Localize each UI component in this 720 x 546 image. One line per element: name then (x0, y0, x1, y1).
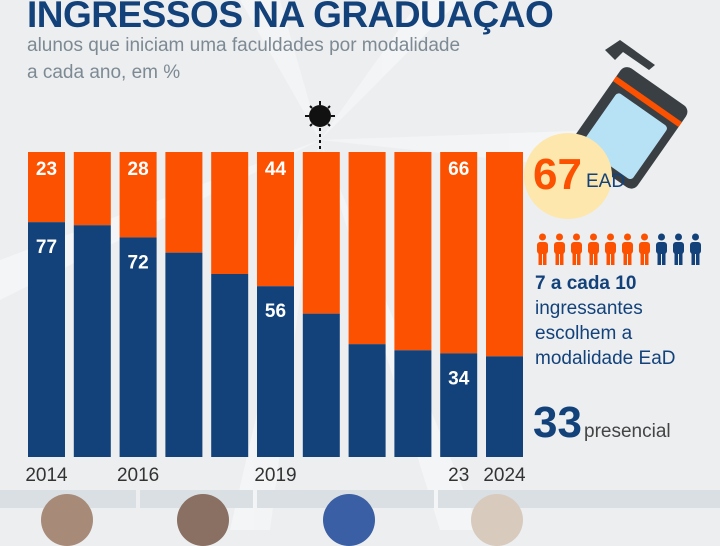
portrait-4 (471, 494, 523, 546)
person-icon (671, 233, 686, 265)
bar-presencial-2020 (302, 313, 340, 457)
bar-ead-2020 (302, 152, 340, 314)
person-icon (637, 233, 652, 265)
label-ead-2014: 23 (36, 159, 57, 180)
person-icon (586, 233, 601, 265)
x-tick-2016: 2016 (117, 465, 159, 486)
bar-presencial-2021 (348, 344, 386, 457)
bar-ead-2017 (165, 152, 203, 253)
label-ead-2023: 66 (448, 159, 469, 180)
x-tick-2014: 2014 (25, 465, 68, 486)
label-presencial-2014: 77 (36, 237, 57, 258)
portrait-3 (323, 494, 375, 546)
label-ead-2019: 44 (265, 159, 287, 180)
bar-ead-2024 (486, 152, 523, 357)
bar-ead-2015 (73, 152, 111, 226)
presencial-label: presencial (584, 421, 671, 442)
stacked-bar-chart: 23 77 2014 28 72 2016 44 56 2019 66 34 23 2024 (25, 101, 526, 486)
ead-label: EAD (586, 171, 626, 192)
presencial-value: 33 (533, 398, 582, 447)
ratio-title: 7 a cada 10 (535, 273, 637, 294)
page-title: INGRESSOS NA GRADUAÇAO (27, 0, 554, 35)
person-icon (552, 233, 567, 265)
person-icon (535, 233, 550, 265)
person-icon (620, 233, 635, 265)
ratio-line-3: modalidade EaD (535, 348, 676, 369)
x-tick-2024: 2024 (483, 465, 526, 486)
bar-presencial-2016 (119, 237, 157, 457)
person-icon (603, 233, 618, 265)
ratio-line-1: ingressantes (535, 298, 643, 319)
bar-ead-2023 (440, 152, 478, 354)
bar-ead-2018 (211, 152, 249, 274)
x-tick-2019: 2019 (254, 465, 296, 486)
portrait-2 (177, 494, 229, 546)
person-icon (654, 233, 669, 265)
subtitle-line-1: alunos que iniciam uma faculdades por mo… (27, 35, 461, 56)
ead-value: 67 (533, 150, 582, 199)
bar-ead-2019 (257, 152, 294, 287)
people-ratio-icons (535, 233, 703, 265)
subtitle-line-2: a cada ano, em % (27, 62, 181, 83)
bar-presencial-2018 (211, 274, 249, 457)
person-icon (688, 233, 703, 265)
ratio-line-2: escolhem a (535, 323, 633, 344)
bar-presencial-2014 (28, 222, 65, 457)
bar-presencial-2024 (486, 356, 523, 457)
bar-ead-2022 (394, 152, 432, 351)
virus-icon (305, 101, 335, 152)
label-presencial-2023: 34 (448, 368, 470, 389)
bar-presencial-2017 (165, 252, 203, 457)
x-tick-2023: 23 (448, 465, 469, 486)
bar-presencial-2019 (257, 286, 294, 457)
bar-presencial-2015 (73, 225, 111, 457)
bar-ead-2021 (348, 152, 386, 345)
bar-presencial-2022 (394, 350, 432, 457)
bar-presencial-2023 (440, 353, 478, 457)
person-icon (569, 233, 584, 265)
bar-ead-2014 (28, 152, 65, 223)
bar-ead-2016 (119, 152, 157, 238)
label-presencial-2019: 56 (265, 301, 286, 322)
label-ead-2016: 28 (128, 159, 149, 180)
portrait-1 (41, 494, 93, 546)
label-presencial-2016: 72 (128, 252, 149, 273)
ead-highlight-circle (524, 133, 612, 219)
